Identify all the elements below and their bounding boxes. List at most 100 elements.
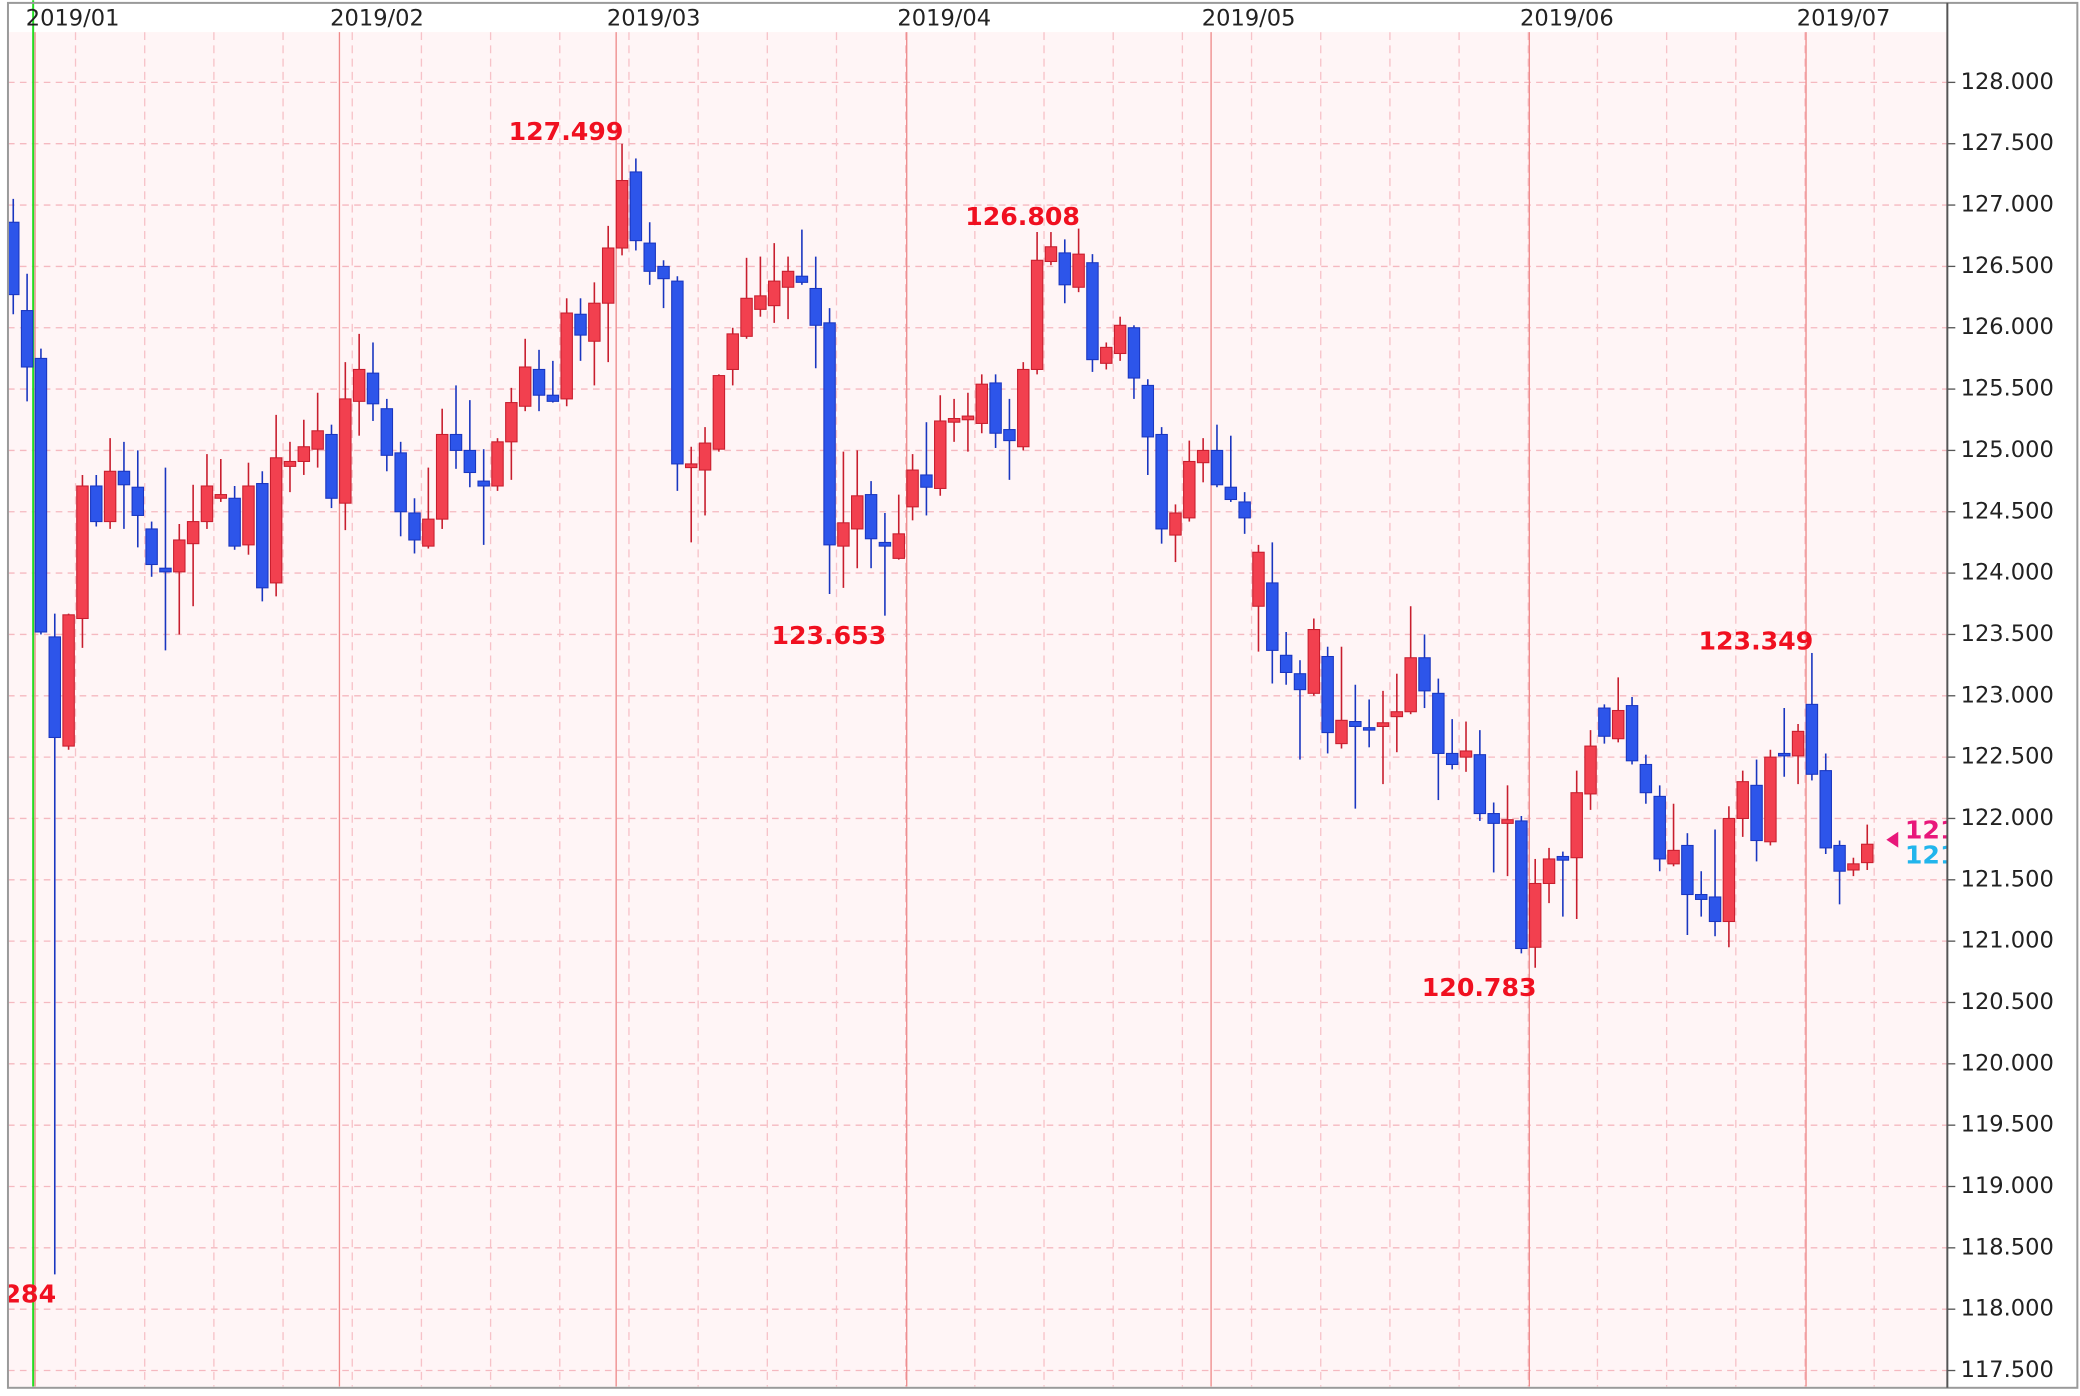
candle-body	[1155, 433, 1168, 530]
candle-body	[615, 179, 629, 249]
candle-body	[1653, 795, 1666, 860]
y-tick-label: 127.000	[1961, 192, 2054, 218]
candle-body	[1266, 582, 1279, 651]
candle-body	[394, 452, 407, 513]
candle-body	[1515, 820, 1528, 950]
y-tick-label: 127.500	[1961, 130, 2054, 156]
candle-body	[422, 518, 435, 547]
candle-body	[629, 171, 643, 242]
candle-body	[311, 430, 324, 450]
candle-body	[1321, 655, 1334, 734]
y-tick-label: 119.000	[1961, 1173, 2054, 1199]
candle-body	[1058, 252, 1072, 286]
y-tick-label: 120.000	[1961, 1050, 2054, 1076]
annotations: 127.499 126.808 123.349 123.653 120.783 118.2…	[8, 117, 1813, 1308]
extreme-label: 123.653	[772, 621, 887, 650]
y-tick-label: 128.000	[1961, 69, 2054, 95]
candle-body	[643, 242, 656, 272]
candle-body	[173, 539, 186, 573]
candle-body	[117, 470, 131, 486]
candle-body	[1376, 722, 1390, 727]
candle-body	[186, 521, 200, 545]
candle-body	[809, 287, 822, 326]
candle-body	[1528, 882, 1542, 948]
candle-body	[1764, 756, 1777, 843]
candle-body	[1791, 730, 1805, 757]
x-tick-label: 2019/02	[330, 5, 424, 31]
candles	[7, 143, 1874, 1275]
candle-body	[1100, 346, 1113, 364]
candle-body	[1819, 770, 1832, 849]
candle-body	[1293, 673, 1307, 691]
candle-body	[989, 382, 1002, 434]
candle-body	[1694, 893, 1708, 900]
y-tick-label: 121.000	[1961, 928, 2054, 954]
candle-body	[1459, 750, 1473, 758]
candle-body	[1086, 262, 1099, 361]
candle-body	[1584, 745, 1597, 795]
candle-body	[906, 469, 919, 508]
candle-body	[1418, 657, 1431, 692]
x-tick-label: 2019/03	[607, 5, 701, 31]
candle-body	[601, 247, 615, 304]
extreme-label: 127.499	[509, 117, 624, 146]
y-tick-label: 122.500	[1961, 744, 2054, 770]
candle-body	[1072, 253, 1085, 288]
y-tick-label: 121.500	[1961, 866, 2054, 892]
candle-body	[767, 280, 781, 307]
candle-body	[837, 522, 850, 547]
frame	[6, 1, 2079, 1389]
y-tick-label: 117.500	[1961, 1357, 2054, 1383]
candle-body	[1017, 368, 1030, 448]
candle-body	[1625, 705, 1639, 762]
candle-body	[1473, 754, 1487, 815]
candle-body	[1335, 719, 1348, 745]
x-tick-label: 2019/05	[1202, 5, 1296, 31]
candle-body	[961, 415, 975, 421]
candle-body	[48, 636, 62, 739]
y-axis: 117.500 118.000 118.500 119.000 119.500 120.0…	[1947, 69, 2054, 1383]
candle-body	[269, 457, 283, 584]
candle-body	[1611, 709, 1625, 740]
candle-body	[34, 357, 48, 633]
candle-body	[1349, 721, 1362, 727]
y-tick-label: 124.500	[1961, 498, 2054, 524]
candle-body	[1833, 844, 1846, 872]
candle-body	[1210, 449, 1224, 486]
candle-body	[1127, 327, 1141, 379]
x-tick-label: 2019/07	[1797, 5, 1891, 31]
candle-body	[131, 486, 145, 516]
candle-body	[698, 442, 712, 471]
y-tick-label: 120.500	[1961, 989, 2054, 1015]
candle-body	[477, 480, 490, 487]
extreme-label: 126.808	[965, 202, 1080, 231]
candle-body	[1390, 711, 1404, 718]
candle-body	[546, 394, 560, 402]
candle-body	[159, 567, 172, 573]
candle-body	[228, 497, 241, 547]
candle-body	[795, 275, 809, 283]
candle-body	[684, 463, 698, 469]
y-tick-label: 118.000	[1961, 1296, 2054, 1322]
candle-body	[76, 485, 89, 620]
y-tick-label: 119.500	[1961, 1112, 2054, 1138]
candle-body	[726, 333, 739, 370]
x-tick-label: 2019/01	[26, 5, 120, 31]
candle-body	[657, 265, 670, 280]
candle-body	[339, 398, 352, 504]
candle-body	[1113, 324, 1127, 355]
price-marker	[1886, 831, 1899, 848]
candle-body	[283, 460, 297, 467]
candle-body	[740, 297, 753, 337]
candle-body	[297, 446, 311, 462]
candle-body	[1307, 629, 1321, 694]
candle-body	[1487, 813, 1500, 824]
candle-body	[1279, 654, 1293, 674]
candle-body	[256, 483, 269, 589]
candle-body	[200, 485, 214, 523]
candle-body	[671, 280, 684, 465]
candle-body	[781, 270, 795, 288]
candle-body	[1750, 784, 1763, 842]
candle-body	[1570, 792, 1583, 859]
candle-body	[1445, 752, 1459, 766]
